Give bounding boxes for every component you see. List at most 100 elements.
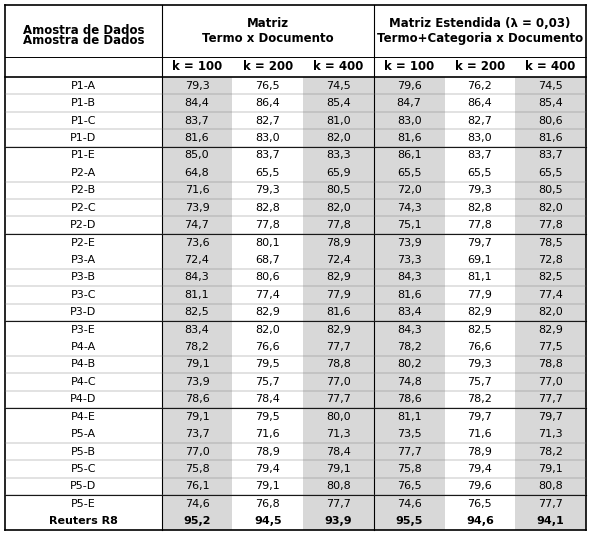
Text: 84,4: 84,4 [184,98,209,108]
Text: 85,4: 85,4 [538,98,563,108]
Text: Amostra de Dados: Amostra de Dados [22,34,144,48]
Text: P4-C: P4-C [70,377,96,387]
Text: 82,0: 82,0 [538,203,563,213]
Text: 82,8: 82,8 [255,203,280,213]
Text: 82,5: 82,5 [467,325,492,334]
Text: 82,5: 82,5 [538,272,563,282]
Text: 76,5: 76,5 [467,499,492,509]
Text: P2-C: P2-C [70,203,96,213]
Text: 76,5: 76,5 [397,482,421,492]
Text: P3-A: P3-A [71,255,96,265]
Text: P1-C: P1-C [70,116,96,126]
Text: 82,8: 82,8 [467,203,492,213]
Text: 71,6: 71,6 [184,185,209,195]
Text: 83,7: 83,7 [538,150,563,160]
Text: 77,7: 77,7 [538,394,563,404]
Text: P5-C: P5-C [70,464,96,474]
Text: P4-B: P4-B [71,360,96,370]
Text: 78,6: 78,6 [397,394,421,404]
Text: 84,3: 84,3 [397,272,421,282]
Text: P2-A: P2-A [71,168,96,178]
Text: 65,5: 65,5 [538,168,563,178]
Text: 79,7: 79,7 [538,412,563,422]
Text: 77,8: 77,8 [467,220,492,230]
Text: P2-D: P2-D [70,220,96,230]
Text: 74,5: 74,5 [538,81,563,91]
Text: 77,9: 77,9 [467,290,492,300]
Text: 77,0: 77,0 [184,447,209,456]
Text: 65,9: 65,9 [326,168,350,178]
Text: 69,1: 69,1 [467,255,492,265]
Text: 77,4: 77,4 [255,290,280,300]
Text: 83,4: 83,4 [184,325,209,334]
Text: 81,1: 81,1 [184,290,209,300]
Text: 78,9: 78,9 [326,238,351,248]
Text: 78,8: 78,8 [538,360,563,370]
Text: 73,5: 73,5 [397,429,421,439]
Text: 79,4: 79,4 [255,464,280,474]
Text: k = 100: k = 100 [172,60,222,73]
Text: 77,4: 77,4 [538,290,563,300]
Text: 95,2: 95,2 [183,516,211,526]
Text: 83,0: 83,0 [255,133,280,143]
Text: 82,7: 82,7 [255,116,280,126]
Text: 81,6: 81,6 [538,133,563,143]
Text: 82,9: 82,9 [326,325,351,334]
Text: 76,5: 76,5 [255,81,280,91]
Text: 74,8: 74,8 [397,377,421,387]
Text: 78,9: 78,9 [467,447,492,456]
Text: k = 400: k = 400 [313,60,363,73]
Text: 94,6: 94,6 [466,516,494,526]
Text: Matriz
Termo x Documento: Matriz Termo x Documento [202,17,333,45]
Text: 78,9: 78,9 [255,447,280,456]
Text: 86,1: 86,1 [397,150,421,160]
Text: 80,5: 80,5 [538,185,563,195]
Text: 83,0: 83,0 [397,116,421,126]
Text: 82,0: 82,0 [255,325,280,334]
Text: 93,9: 93,9 [324,516,352,526]
Text: 82,0: 82,0 [326,133,351,143]
Text: 84,7: 84,7 [397,98,421,108]
Text: 82,7: 82,7 [467,116,492,126]
Text: 79,1: 79,1 [184,360,209,370]
Text: 72,4: 72,4 [184,255,209,265]
Text: P1-D: P1-D [70,133,96,143]
Text: 77,7: 77,7 [538,499,563,509]
Text: 83,7: 83,7 [255,150,280,160]
Text: 78,2: 78,2 [397,342,421,352]
Text: 81,1: 81,1 [467,272,492,282]
Text: 82,9: 82,9 [538,325,563,334]
Text: P5-A: P5-A [71,429,96,439]
Text: 95,5: 95,5 [395,516,423,526]
Text: 73,6: 73,6 [184,238,209,248]
Text: 84,3: 84,3 [184,272,209,282]
Bar [303,77,374,530]
Text: k = 200: k = 200 [242,60,293,73]
Text: 81,6: 81,6 [397,133,421,143]
Text: 73,9: 73,9 [397,238,421,248]
Text: 75,8: 75,8 [397,464,421,474]
Text: 80,6: 80,6 [255,272,280,282]
Text: 80,2: 80,2 [397,360,421,370]
Text: 73,9: 73,9 [184,203,209,213]
Text: 82,0: 82,0 [326,203,351,213]
Text: 76,6: 76,6 [467,342,492,352]
Text: 82,5: 82,5 [184,307,209,317]
Text: 83,7: 83,7 [467,150,492,160]
Text: 79,4: 79,4 [467,464,492,474]
Text: 74,5: 74,5 [326,81,351,91]
Text: P2-E: P2-E [71,238,96,248]
Text: 79,7: 79,7 [467,238,492,248]
Text: 78,2: 78,2 [467,394,492,404]
Text: 94,1: 94,1 [537,516,564,526]
Text: 71,6: 71,6 [467,429,492,439]
Text: P2-B: P2-B [71,185,96,195]
Text: 76,2: 76,2 [467,81,492,91]
Text: 77,8: 77,8 [326,220,351,230]
Text: 77,7: 77,7 [326,342,351,352]
Text: Reuters R8: Reuters R8 [49,516,118,526]
Text: 80,5: 80,5 [326,185,350,195]
Text: 77,8: 77,8 [255,220,280,230]
Text: 78,6: 78,6 [184,394,209,404]
Text: 71,3: 71,3 [538,429,563,439]
